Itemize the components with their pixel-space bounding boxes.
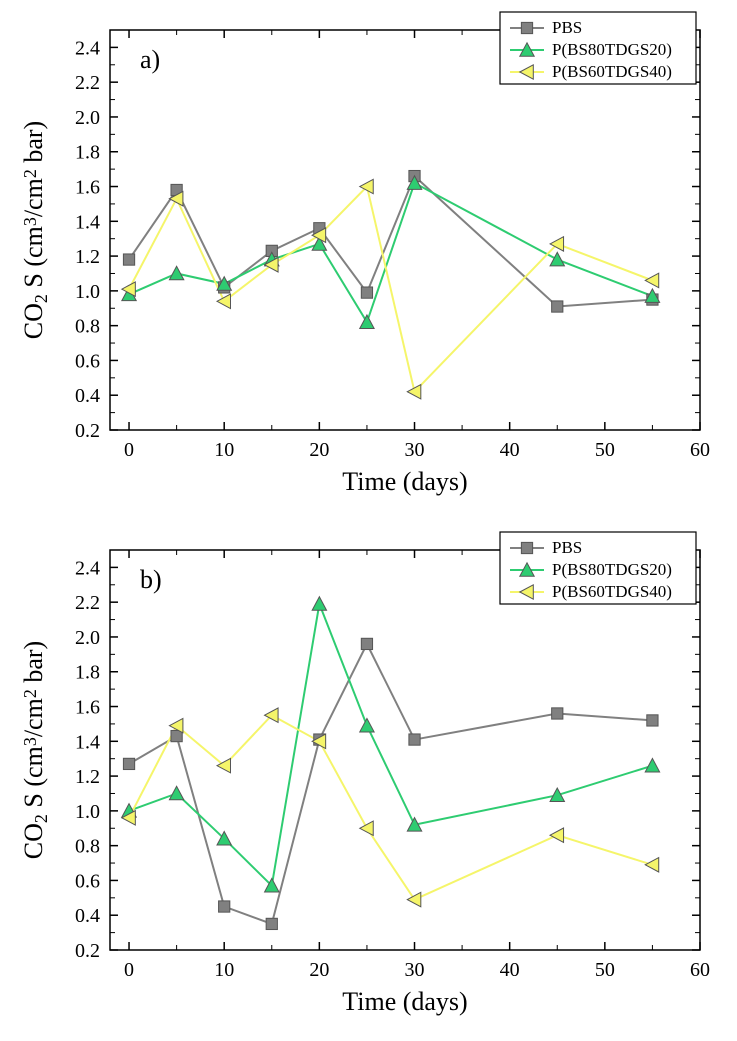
svg-text:0.8: 0.8	[75, 836, 100, 858]
svg-text:2.0: 2.0	[75, 107, 100, 129]
svg-text:0: 0	[124, 959, 134, 981]
svg-text:10: 10	[214, 439, 234, 461]
chart-panel-b: 0 10 20 30 40 50 60 0.2 0.4 0.6 0.8 1.0 1.2 1.4 1.6 1.8…	[0, 520, 737, 1040]
svg-text:2.4: 2.4	[75, 557, 100, 579]
svg-text:40: 40	[500, 959, 520, 981]
svg-text:Time (days): Time (days)	[342, 467, 467, 496]
svg-text:P(BS60TDGS40): P(BS60TDGS40)	[552, 62, 672, 81]
svg-text:30: 30	[405, 959, 425, 981]
svg-text:PBS: PBS	[552, 18, 582, 37]
svg-text:2.0: 2.0	[75, 627, 100, 649]
svg-text:P(BS60TDGS40): P(BS60TDGS40)	[552, 582, 672, 601]
svg-text:0: 0	[124, 439, 134, 461]
svg-text:50: 50	[595, 959, 615, 981]
svg-text:0.6: 0.6	[75, 870, 100, 892]
svg-text:1.0: 1.0	[75, 801, 100, 823]
svg-text:50: 50	[595, 439, 615, 461]
svg-text:60: 60	[690, 959, 710, 981]
svg-text:1.4: 1.4	[75, 211, 100, 233]
svg-text:b): b)	[140, 565, 162, 594]
svg-text:20: 20	[309, 959, 329, 981]
svg-text:0.4: 0.4	[75, 385, 100, 407]
svg-text:10: 10	[214, 959, 234, 981]
svg-text:1.2: 1.2	[75, 766, 100, 788]
svg-text:2.2: 2.2	[75, 72, 100, 94]
svg-text:1.8: 1.8	[75, 662, 100, 684]
svg-text:CO2 S (cm3/cm2 bar): CO2 S (cm3/cm2 bar)	[19, 641, 51, 859]
svg-text:0.2: 0.2	[75, 940, 100, 962]
svg-text:1.8: 1.8	[75, 142, 100, 164]
svg-text:30: 30	[405, 439, 425, 461]
svg-text:P(BS80TDGS20): P(BS80TDGS20)	[552, 40, 672, 59]
svg-text:2.4: 2.4	[75, 37, 100, 59]
svg-text:1.4: 1.4	[75, 731, 100, 753]
svg-text:1.0: 1.0	[75, 281, 100, 303]
svg-text:Time (days): Time (days)	[342, 987, 467, 1016]
svg-text:60: 60	[690, 439, 710, 461]
svg-text:P(BS80TDGS20): P(BS80TDGS20)	[552, 560, 672, 579]
svg-text:20: 20	[309, 439, 329, 461]
svg-text:1.6: 1.6	[75, 697, 100, 719]
svg-text:0.4: 0.4	[75, 905, 100, 927]
svg-text:CO2 S (cm3/cm2 bar): CO2 S (cm3/cm2 bar)	[19, 121, 51, 339]
svg-text:2.2: 2.2	[75, 592, 100, 614]
svg-text:0.2: 0.2	[75, 420, 100, 442]
svg-text:a): a)	[140, 45, 160, 74]
svg-text:1.2: 1.2	[75, 246, 100, 268]
svg-text:0.8: 0.8	[75, 316, 100, 338]
chart-panel-a: 0 10 20 30 40 50 60 0.2 0.4 0.6 0.8 1.0 1.2 1.4 1.6 1.8…	[0, 0, 737, 520]
svg-text:0.6: 0.6	[75, 350, 100, 372]
svg-text:40: 40	[500, 439, 520, 461]
svg-text:PBS: PBS	[552, 538, 582, 557]
svg-text:1.6: 1.6	[75, 177, 100, 199]
